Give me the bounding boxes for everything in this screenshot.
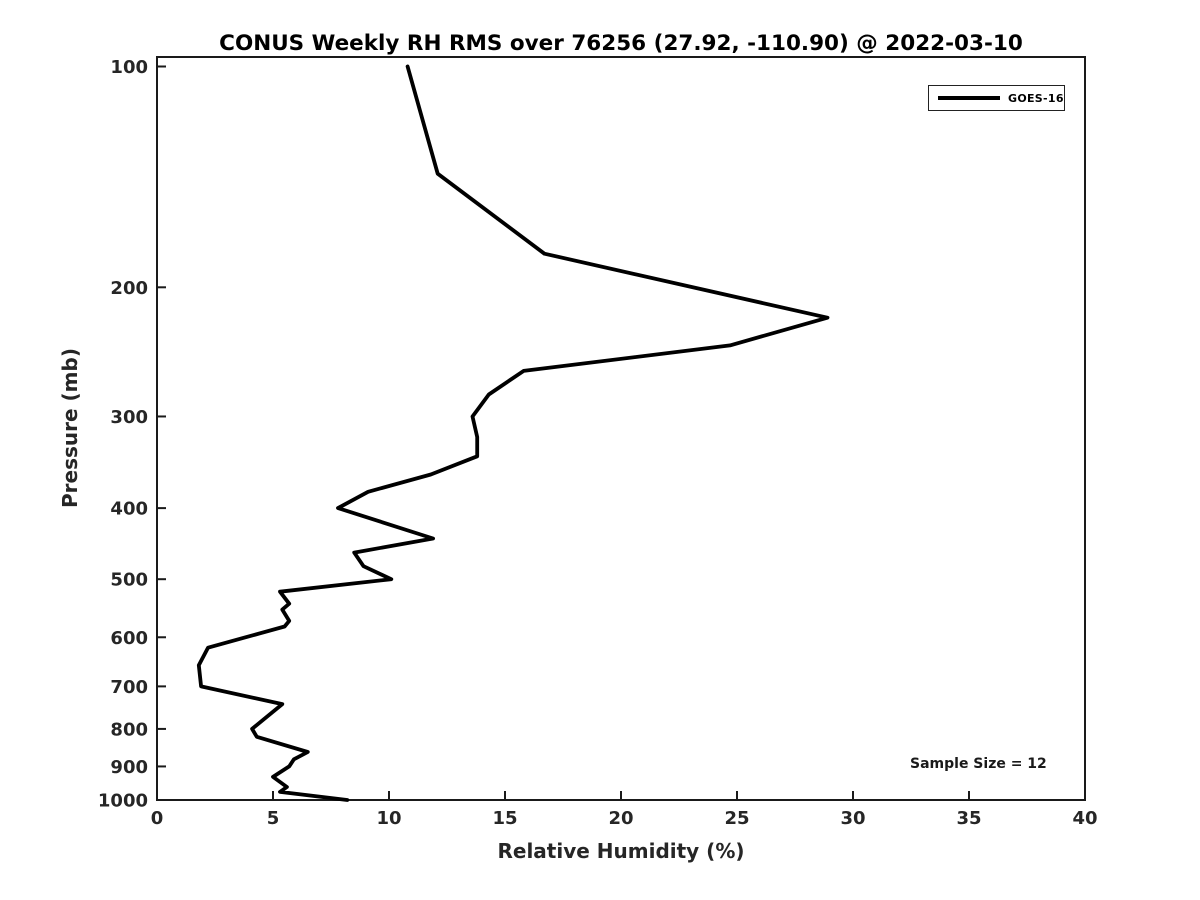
y-tick-label: 600 xyxy=(110,628,148,649)
y-tick-label: 800 xyxy=(110,719,148,740)
plot-axes: 0 5 10 15 20 25 30 35 40 100 200 300 400 500 600 700 800… xyxy=(98,56,1098,829)
series-line xyxy=(196,64,830,802)
y-tick-label: 100 xyxy=(110,57,148,78)
x-tick-label: 30 xyxy=(840,808,865,829)
x-tick-label: 5 xyxy=(267,808,280,829)
y-tick-label: 400 xyxy=(110,499,148,520)
y-tick-label: 200 xyxy=(110,278,148,299)
x-tick-label: 35 xyxy=(956,808,981,829)
legend-line-sample xyxy=(938,96,1000,100)
y-tick-label: 1000 xyxy=(98,791,148,812)
x-tick-label: 10 xyxy=(376,808,401,829)
x-tick-label: 25 xyxy=(724,808,749,829)
x-axis-label: Relative Humidity (%) xyxy=(497,839,745,863)
x-tick-label: 15 xyxy=(492,808,517,829)
x-tick-label: 0 xyxy=(151,808,164,829)
chart-title: CONUS Weekly RH RMS over 76256 (27.92, -… xyxy=(219,31,1023,56)
rh-rms-curve xyxy=(196,64,830,802)
x-tick-label: 40 xyxy=(1072,808,1097,829)
legend: GOES-16 xyxy=(928,85,1065,111)
y-tick-label: 500 xyxy=(110,570,148,591)
sample-size-annotation: Sample Size = 12 xyxy=(910,756,1047,772)
plot-box xyxy=(156,56,1086,801)
y-tick-label: 900 xyxy=(110,757,148,778)
legend-label: GOES-16 xyxy=(1008,91,1064,105)
y-tick-label: 300 xyxy=(110,407,148,428)
y-tick-label: 700 xyxy=(110,677,148,698)
x-tick-label: 20 xyxy=(608,808,633,829)
